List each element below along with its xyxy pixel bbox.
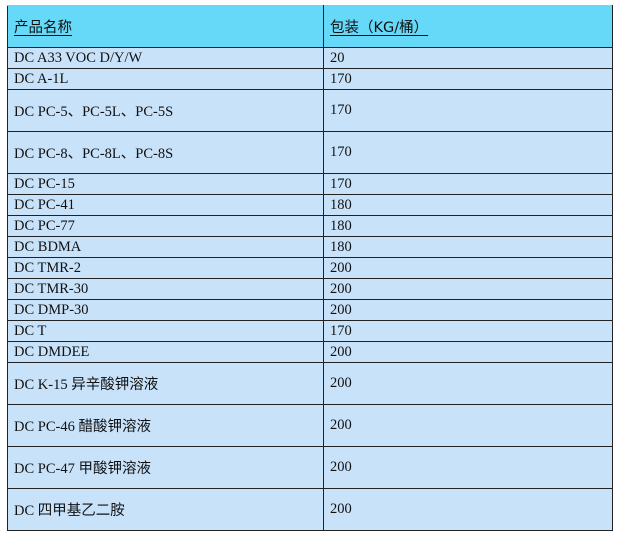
header-product-name: 产品名称 <box>7 5 324 48</box>
table-row: DC PC-46 醋酸钾溶液 200 <box>7 404 613 447</box>
product-name-cell: DC PC-5、PC-5L、PC-5S <box>7 89 324 132</box>
table-row: DC PC-8、PC-8L、PC-8S 170 <box>7 131 613 174</box>
product-name-cell: DC T <box>7 320 324 342</box>
table-row: DC K-15 异辛酸钾溶液 200 <box>7 362 613 405</box>
table-row: DC DMDEE 200 <box>7 341 613 363</box>
product-name-cell: DC A-1L <box>7 68 324 90</box>
product-name-cell: DC 四甲基乙二胺 <box>7 488 324 531</box>
package-cell: 180 <box>323 215 613 237</box>
table-row: DC A-1L 170 <box>7 68 613 90</box>
package-cell: 200 <box>323 488 613 531</box>
product-package-table: 产品名称 包装（KG/桶） DC A33 VOC D/Y/W 20 DC A-1L 1… <box>7 5 613 531</box>
product-name-cell: DC PC-46 醋酸钾溶液 <box>7 404 324 447</box>
package-cell: 170 <box>323 68 613 90</box>
table-row: DC TMR-30 200 <box>7 278 613 300</box>
header-package: 包装（KG/桶） <box>323 5 613 48</box>
product-name-cell: DC PC-77 <box>7 215 324 237</box>
package-cell: 200 <box>323 341 613 363</box>
package-cell: 170 <box>323 131 613 174</box>
table-row: DC A33 VOC D/Y/W 20 <box>7 47 613 69</box>
product-name-cell: DC PC-41 <box>7 194 324 216</box>
table-row: DC PC-41 180 <box>7 194 613 216</box>
table-row: DC PC-5、PC-5L、PC-5S 170 <box>7 89 613 132</box>
product-name-cell: DC A33 VOC D/Y/W <box>7 47 324 69</box>
package-cell: 200 <box>323 257 613 279</box>
table-row: DC T 170 <box>7 320 613 342</box>
package-cell: 200 <box>323 362 613 405</box>
package-cell: 170 <box>323 173 613 195</box>
product-name-cell: DC K-15 异辛酸钾溶液 <box>7 362 324 405</box>
table-row: DC DMP-30 200 <box>7 299 613 321</box>
package-cell: 180 <box>323 236 613 258</box>
product-name-cell: DC TMR-30 <box>7 278 324 300</box>
package-cell: 170 <box>323 320 613 342</box>
package-cell: 200 <box>323 446 613 489</box>
product-name-cell: DC BDMA <box>7 236 324 258</box>
package-cell: 200 <box>323 299 613 321</box>
table-row: DC PC-15 170 <box>7 173 613 195</box>
package-cell: 180 <box>323 194 613 216</box>
product-name-cell: DC PC-8、PC-8L、PC-8S <box>7 131 324 174</box>
table-row: DC BDMA 180 <box>7 236 613 258</box>
package-cell: 200 <box>323 404 613 447</box>
product-name-cell: DC TMR-2 <box>7 257 324 279</box>
table-row: DC 四甲基乙二胺 200 <box>7 488 613 531</box>
package-cell: 20 <box>323 47 613 69</box>
product-name-cell: DC DMDEE <box>7 341 324 363</box>
table-row: DC TMR-2 200 <box>7 257 613 279</box>
product-name-cell: DC PC-15 <box>7 173 324 195</box>
table-row: DC PC-77 180 <box>7 215 613 237</box>
table-header-row: 产品名称 包装（KG/桶） <box>7 5 613 48</box>
table-row: DC PC-47 甲酸钾溶液 200 <box>7 446 613 489</box>
package-cell: 200 <box>323 278 613 300</box>
package-cell: 170 <box>323 89 613 132</box>
product-name-cell: DC PC-47 甲酸钾溶液 <box>7 446 324 489</box>
product-name-cell: DC DMP-30 <box>7 299 324 321</box>
